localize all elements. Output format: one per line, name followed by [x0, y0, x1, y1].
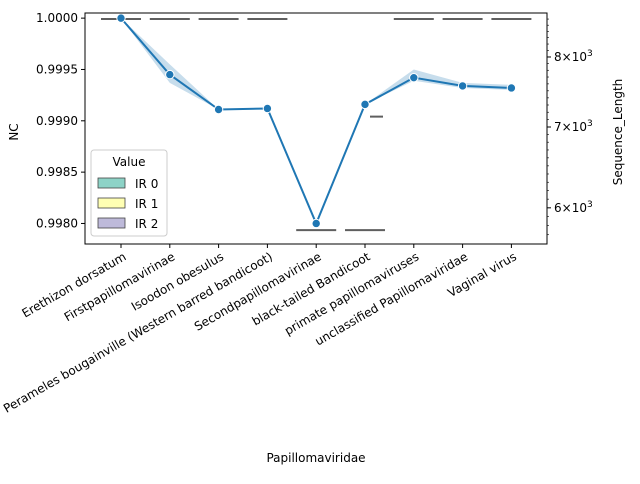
series-line-layer	[120, 17, 512, 227]
tick-label-base: 7	[554, 120, 562, 134]
tick-label-base: 6	[554, 201, 562, 215]
legend-title: Value	[113, 155, 146, 169]
legend-swatch	[97, 217, 126, 229]
data-point	[360, 99, 370, 110]
data-point	[409, 72, 419, 83]
tick-label-exp: 3	[587, 49, 593, 59]
box-median-layer	[101, 18, 532, 232]
right-y-tick-label: 6×103	[554, 200, 593, 215]
data-point	[116, 13, 126, 23]
right-y-tick-label: 7×103	[554, 119, 593, 134]
legend-label: IR 1	[135, 197, 158, 211]
tick-label-exp: 3	[587, 119, 593, 129]
tick-label-exp: 3	[587, 200, 593, 210]
y-tick-label: 0.9980	[36, 216, 78, 230]
data-point	[165, 69, 175, 80]
y-tick-label: 0.9985	[36, 165, 78, 179]
tick-label-base: 8	[554, 50, 562, 64]
axes-layer: 0.99800.99850.99900.99951.00006×1037×103…	[1, 11, 593, 416]
data-point	[311, 218, 321, 229]
tick-label-mult: ×	[562, 120, 572, 134]
tick-label-pow: 10	[572, 50, 587, 64]
tick-label-pow: 10	[572, 201, 587, 215]
y-tick-label: 0.9990	[36, 114, 78, 128]
tick-label-mult: ×	[562, 50, 572, 64]
legend: Value IR 0 IR 1 IR 2	[90, 149, 168, 237]
data-point	[506, 83, 517, 93]
series-line	[120, 17, 512, 227]
data-point	[457, 81, 468, 91]
legend-box	[90, 149, 168, 237]
y-axis-label: NC	[7, 123, 21, 140]
confidence-band	[121, 18, 512, 224]
legend-label: IR 0	[135, 177, 158, 191]
data-points-layer	[116, 13, 517, 229]
confidence-band-layer	[121, 18, 512, 224]
legend-swatch	[97, 177, 126, 189]
tick-label-mult: ×	[562, 201, 572, 215]
x-axis-label: Papillomaviridae	[266, 451, 365, 465]
legend-swatch	[97, 197, 126, 209]
right-y-axis-label: Sequence_Length	[611, 79, 625, 186]
right-y-tick-label: 8×103	[554, 49, 593, 64]
data-point	[262, 103, 273, 114]
data-point	[213, 104, 224, 115]
y-tick-label: 1.0000	[36, 11, 78, 25]
y-tick-label: 0.9995	[36, 62, 78, 76]
legend-label: IR 2	[135, 217, 158, 231]
tick-label-pow: 10	[572, 120, 587, 134]
